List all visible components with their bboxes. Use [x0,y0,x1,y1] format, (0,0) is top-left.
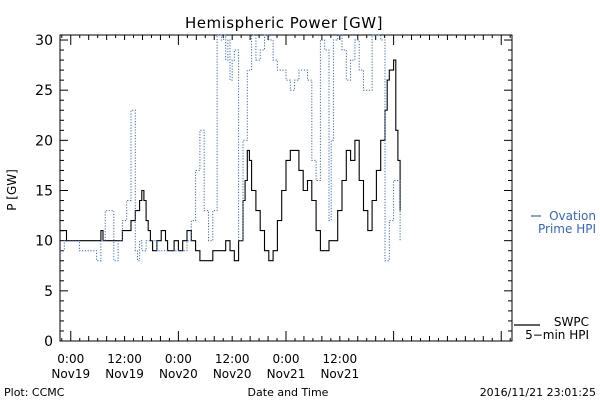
series-line-swpc [60,59,401,262]
chart-title: Hemispheric Power [GW] [185,14,383,32]
x-tick-date: Nov20 [159,367,198,381]
x-axis: 0:00Nov1912:00Nov190:00Nov2012:00Nov200:… [51,35,511,381]
footer-timestamp: 2016/11/21 23:01:25 [480,386,596,399]
x-tick-label: 0:00 [57,352,84,366]
x-tick-date: Nov20 [213,367,252,381]
x-tick-date: Nov19 [51,367,90,381]
x-tick-label: 12:00 [323,352,358,366]
series-layer [60,34,401,262]
y-tick-label: 15 [35,184,53,200]
x-tick-label: 12:00 [107,352,142,366]
y-axis: 0 5 10 15 20 25 30 [35,33,512,350]
legend-label-ovation-2: Prime HPI [538,222,596,236]
x-tick-label: 0:00 [165,352,192,366]
y-tick-label: 20 [35,133,53,149]
x-tick-label: 0:00 [273,352,300,366]
y-tick-label: 25 [35,83,53,99]
x-axis-label: Date and Time [248,386,329,399]
y-tick-label: 5 [44,284,53,300]
y-tick-label: 0 [44,334,53,350]
legend-label-ovation-1: Ovation [549,209,596,223]
y-tick-label: 10 [35,234,53,250]
legend-label-swpc-1: SWPC [554,315,589,329]
x-tick-date: Nov21 [320,367,359,381]
legend-label-swpc-2: 5−min HPI [525,328,589,342]
y-tick-label: 30 [35,33,53,49]
x-tick-date: Nov21 [267,367,306,381]
x-tick-label: 12:00 [215,352,250,366]
x-tick-date: Nov19 [105,367,144,381]
y-axis-label: P [GW] [5,169,19,211]
footer-plot-credit: Plot: CCMC [4,386,65,399]
series-line-ovation [60,34,401,262]
legend: Ovation Prime HPI SWPC 5−min HPI [514,209,596,342]
